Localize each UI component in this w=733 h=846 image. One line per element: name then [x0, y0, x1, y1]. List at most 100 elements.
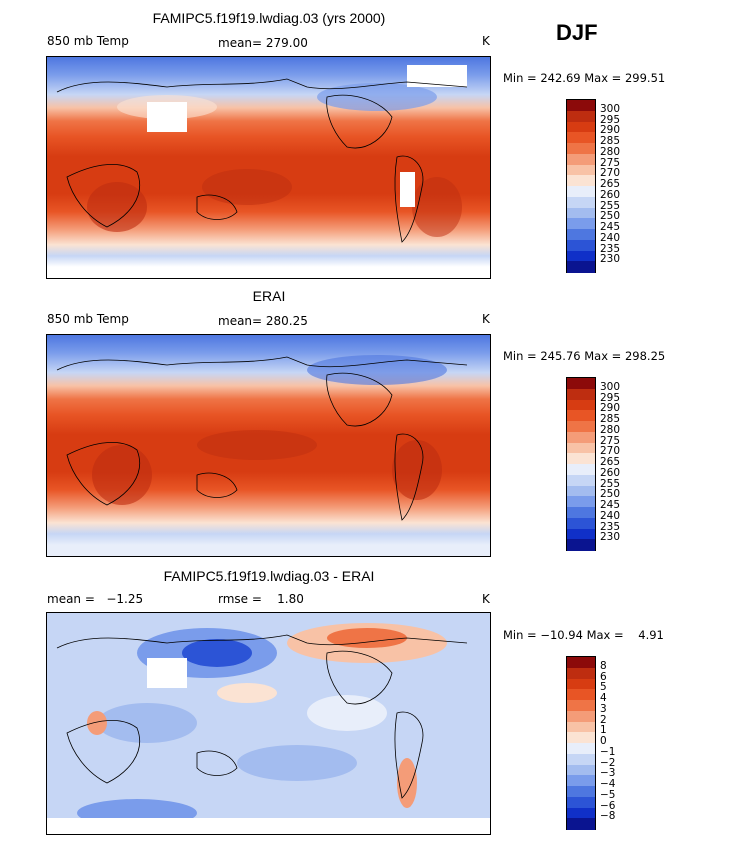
panel1-colorbar-swatch: [567, 186, 595, 198]
panel2-colorbar-tick-label: 270: [600, 445, 621, 458]
panel1-colorbar-tick-label: 245: [600, 221, 621, 233]
panel3-colorbar-swatch: [567, 700, 595, 712]
panel3-colorbar-tick-label: −3: [600, 767, 616, 780]
panel1-unit-label: K: [482, 34, 490, 48]
panel2-colorbar-swatch: [567, 399, 595, 411]
panel2-map: [46, 334, 491, 557]
panel1-colorbar-tick-label: 290: [600, 124, 621, 137]
panel3-colorbar-swatch: [567, 743, 595, 755]
panel3-colorbar-tick-label: 8: [600, 659, 607, 672]
panel3-colorbar-tick-label: 5: [600, 681, 607, 694]
panel1-colorbar-swatch: [567, 153, 595, 165]
panel1-colorbar-tick-label: 260: [600, 188, 621, 201]
panel1-minmax: Min = 242.69 Max = 299.51: [503, 71, 666, 85]
panel3-colorbar-swatch: [567, 667, 595, 679]
panel1-colorbar-swatch: [567, 121, 595, 133]
panel1-colorbar-swatch: [567, 143, 595, 155]
panel3-colorbar-swatch: [567, 689, 595, 701]
panel2-colorbar-tick-label: 250: [600, 488, 621, 501]
panel3-colorbar-swatch: [567, 732, 595, 744]
panel2-colorbar-swatch: [567, 388, 595, 400]
panel3-mean-label: mean = −1.25: [47, 592, 144, 606]
panel3-colorbar-tick-label: 0: [600, 735, 607, 747]
panel2-colorbar: [566, 377, 596, 551]
panel3-colorbar-swatch: [567, 721, 595, 733]
panel2-colorbar-swatch: [567, 431, 595, 443]
panel3-colorbar-swatch: [567, 775, 595, 787]
panel1-colorbar-swatch: [567, 250, 595, 262]
panel3-colorbar-swatch: [567, 753, 595, 765]
panel2-colorbar-swatch: [567, 442, 595, 454]
panel3-colorbar-swatch: [567, 764, 595, 776]
panel1-map: [46, 56, 491, 279]
panel2-colorbar-tick-label: 280: [600, 423, 621, 436]
panel1-mean-label: mean= 279.00: [218, 36, 308, 50]
panel1-colorbar-tick-label: 235: [600, 242, 621, 255]
panel1-variable-label: 850 mb Temp: [47, 34, 129, 48]
panel3-unit-label: K: [482, 592, 490, 606]
panel3-rmse-label: rmse = 1.80: [218, 592, 304, 606]
panel3-colorbar-tick-label: 1: [600, 724, 607, 737]
panel3-colorbar-swatch: [567, 710, 595, 722]
panel1-colorbar-swatch: [567, 239, 595, 251]
panel2-colorbar-swatch: [567, 474, 595, 486]
panel2-colorbar-swatch: [567, 496, 595, 508]
panel1-colorbar-swatch: [567, 175, 595, 187]
panel3-colorbar-swatch: [567, 818, 595, 830]
panel1-colorbar-tick-label: 270: [600, 167, 621, 180]
panel3-colorbar-tick-label: 4: [600, 692, 607, 704]
panel2-colorbar-swatch: [567, 421, 595, 433]
panel3-colorbar-swatch: [567, 657, 595, 669]
panel1-colorbar-swatch: [567, 196, 595, 208]
panel3-colorbar-tick-label: −5: [600, 788, 616, 801]
panel1-colorbar-swatch: [567, 218, 595, 230]
panel3-colorbar: [566, 656, 596, 830]
panel2-variable-label: 850 mb Temp: [47, 312, 129, 326]
panel2-colorbar-tick-label: 255: [600, 477, 621, 490]
panel2-colorbar-tick-label: 290: [600, 402, 621, 415]
panel2-colorbar-swatch: [567, 517, 595, 529]
panel2-colorbar-tick-label: 285: [600, 413, 621, 425]
panel3-colorbar-tick-label: −1: [600, 745, 616, 758]
panel1-colorbar-swatch: [567, 261, 595, 273]
panel3-colorbar-tick-label: 3: [600, 702, 607, 715]
panel2-mean-label: mean= 280.25: [218, 314, 308, 328]
panel3-colorbar-tick-label: 2: [600, 713, 607, 726]
panel2-title: ERAI: [252, 288, 286, 304]
panel3-colorbar-tick-label: −8: [600, 810, 616, 823]
panel1-colorbar-swatch: [567, 110, 595, 122]
panel2-colorbar-tick-label: 230: [600, 531, 621, 544]
panel2-colorbar-tick-label: 240: [600, 509, 621, 522]
panel2-colorbar-tick-label: 235: [600, 520, 621, 533]
panel1-colorbar-tick-label: 295: [600, 113, 621, 126]
panel3-colorbar-swatch: [567, 807, 595, 819]
panel3-colorbar-swatch: [567, 796, 595, 808]
panel1-colorbar-tick-label: 255: [600, 199, 621, 212]
panel2-colorbar-swatch: [567, 528, 595, 540]
panel3-colorbar-swatch: [567, 678, 595, 690]
panel1-colorbar-tick-label: 265: [600, 178, 621, 190]
panel2-colorbar-swatch: [567, 378, 595, 390]
panel1-colorbar-swatch: [567, 164, 595, 176]
panel3-colorbar-tick-label: −6: [600, 799, 616, 812]
panel2-colorbar-tick-label: 265: [600, 456, 621, 468]
panel1-colorbar-tick-label: 275: [600, 156, 621, 169]
panel2-colorbar-swatch: [567, 485, 595, 497]
panel1-colorbar-tick-label: 280: [600, 145, 621, 158]
panel2-unit-label: K: [482, 312, 490, 326]
panel2-colorbar-tick-label: 260: [600, 466, 621, 479]
panel2-colorbar-swatch: [567, 453, 595, 465]
panel3-colorbar-tick-label: 6: [600, 670, 607, 683]
panel2-minmax: Min = 245.76 Max = 298.25: [503, 349, 666, 363]
panel2-colorbar-swatch: [567, 539, 595, 551]
panel1-title: FAMIPC5.f19f19.lwdiag.03 (yrs 2000): [152, 10, 386, 26]
panel1-colorbar-tick-label: 230: [600, 253, 621, 266]
panel1-colorbar-tick-label: 250: [600, 210, 621, 223]
panel1-colorbar-swatch: [567, 229, 595, 241]
panel1-colorbar-swatch: [567, 132, 595, 144]
panel1-colorbar-tick-label: 300: [600, 102, 621, 115]
panel2-colorbar-tick-label: 295: [600, 391, 621, 404]
season-label: DJF: [556, 20, 598, 45]
panel3-minmax: Min = −10.94 Max = 4.91: [503, 628, 664, 642]
panel2-colorbar-tick-label: 245: [600, 499, 621, 511]
